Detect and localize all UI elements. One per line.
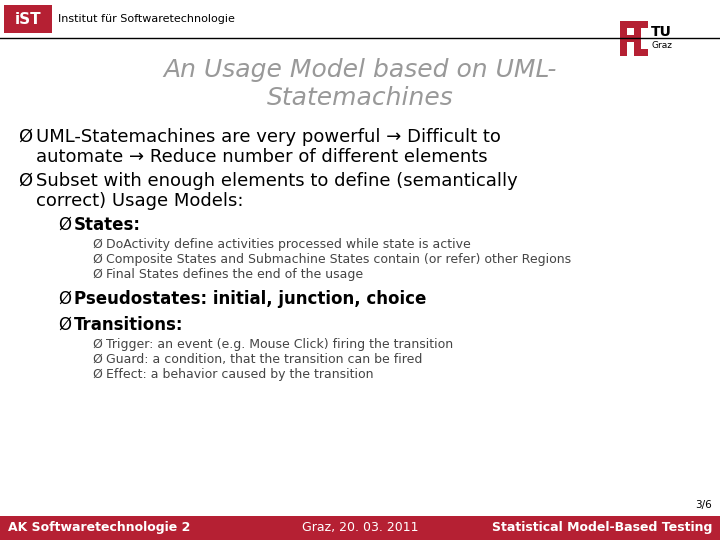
Text: Ø: Ø — [58, 290, 71, 308]
Text: Ø: Ø — [92, 338, 102, 351]
Bar — [620, 35, 627, 42]
Bar — [634, 28, 641, 35]
Bar — [620, 21, 627, 28]
Bar — [627, 35, 634, 42]
Text: Ø: Ø — [18, 128, 32, 146]
Text: UML-Statemachines are very powerful → Difficult to: UML-Statemachines are very powerful → Di… — [36, 128, 501, 146]
Text: Ø: Ø — [58, 216, 71, 234]
Text: 3/6: 3/6 — [696, 500, 712, 510]
Bar — [634, 42, 641, 49]
Text: An Usage Model based on UML-: An Usage Model based on UML- — [163, 58, 557, 82]
Text: Effect: a behavior caused by the transition: Effect: a behavior caused by the transit… — [106, 368, 374, 381]
Text: Statemachines: Statemachines — [266, 86, 454, 110]
Bar — [4, 5, 52, 33]
Text: AK Softwaretechnologie 2: AK Softwaretechnologie 2 — [8, 522, 190, 535]
Text: TU: TU — [651, 24, 672, 38]
Bar — [641, 49, 648, 56]
Text: Graz, 20. 03. 2011: Graz, 20. 03. 2011 — [302, 522, 418, 535]
Text: Subset with enough elements to define (semantically: Subset with enough elements to define (s… — [36, 172, 518, 190]
Bar — [620, 42, 627, 49]
Text: iST: iST — [14, 11, 41, 26]
Bar — [0, 516, 720, 540]
Text: Ø: Ø — [92, 353, 102, 366]
Text: Composite States and Submachine States contain (or refer) other Regions: Composite States and Submachine States c… — [106, 253, 571, 266]
Text: Final States defines the end of the usage: Final States defines the end of the usag… — [106, 268, 363, 281]
Text: Guard: a condition, that the transition can be fired: Guard: a condition, that the transition … — [106, 353, 423, 366]
Text: States:: States: — [74, 216, 141, 234]
Text: DoActivity define activities processed while state is active: DoActivity define activities processed w… — [106, 238, 471, 251]
Text: Trigger: an event (e.g. Mouse Click) firing the transition: Trigger: an event (e.g. Mouse Click) fir… — [106, 338, 453, 351]
Text: Ø: Ø — [92, 253, 102, 266]
Bar — [641, 21, 648, 28]
Bar — [620, 49, 627, 56]
Text: Graz: Graz — [651, 41, 672, 50]
Bar — [634, 49, 641, 56]
Text: Statistical Model-Based Testing: Statistical Model-Based Testing — [492, 522, 712, 535]
Text: Ø: Ø — [18, 172, 32, 190]
Text: correct) Usage Models:: correct) Usage Models: — [36, 192, 243, 210]
Text: Institut für Softwaretechnologie: Institut für Softwaretechnologie — [58, 14, 235, 24]
Bar — [634, 35, 641, 42]
Text: Ø: Ø — [92, 268, 102, 281]
Bar — [634, 21, 641, 28]
Text: Ø: Ø — [92, 368, 102, 381]
Bar — [620, 28, 627, 35]
Bar — [627, 21, 634, 28]
Text: Ø: Ø — [92, 238, 102, 251]
Text: Transitions:: Transitions: — [74, 316, 184, 334]
Text: Ø: Ø — [58, 316, 71, 334]
Text: automate → Reduce number of different elements: automate → Reduce number of different el… — [36, 148, 487, 166]
Text: Pseudostates: initial, junction, choice: Pseudostates: initial, junction, choice — [74, 290, 426, 308]
